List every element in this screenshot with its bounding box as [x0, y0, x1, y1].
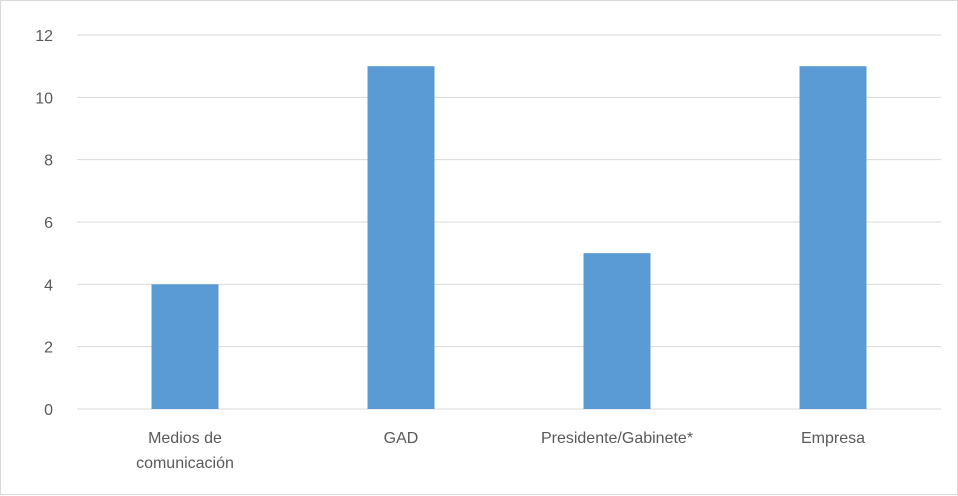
- x-category-label: Presidente/Gabinete*: [541, 430, 693, 447]
- gridlines: [77, 34, 941, 410]
- x-category-label: GAD: [384, 430, 419, 447]
- y-tick-label: 2: [44, 340, 53, 357]
- x-category-label: Empresa: [801, 430, 865, 447]
- x-category-label-line: comunicación: [136, 455, 234, 472]
- x-category-label-line: Presidente/Gabinete*: [541, 430, 693, 447]
- x-category-label-line: GAD: [384, 430, 419, 447]
- bar-0: [151, 284, 219, 409]
- y-tick-label: 12: [35, 28, 53, 45]
- bar-1: [367, 66, 435, 410]
- x-category-label: Medios de comunicación: [136, 430, 234, 472]
- x-category-label-line: Medios de: [148, 430, 222, 447]
- y-tick-label: 10: [35, 90, 53, 107]
- x-category-label-line: Empresa: [801, 430, 865, 447]
- y-axis-ticks: 0 2 4 6 8 10 12: [35, 28, 53, 419]
- y-tick-label: 8: [44, 153, 53, 170]
- bar-3: [799, 66, 867, 410]
- bar-2: [583, 253, 651, 409]
- y-tick-label: 6: [44, 215, 53, 232]
- y-tick-label: 0: [44, 402, 53, 419]
- x-axis-labels: Medios de comunicación GAD Presidente/Gabin…: [136, 430, 865, 472]
- bars: [151, 66, 867, 410]
- y-tick-label: 4: [44, 277, 53, 294]
